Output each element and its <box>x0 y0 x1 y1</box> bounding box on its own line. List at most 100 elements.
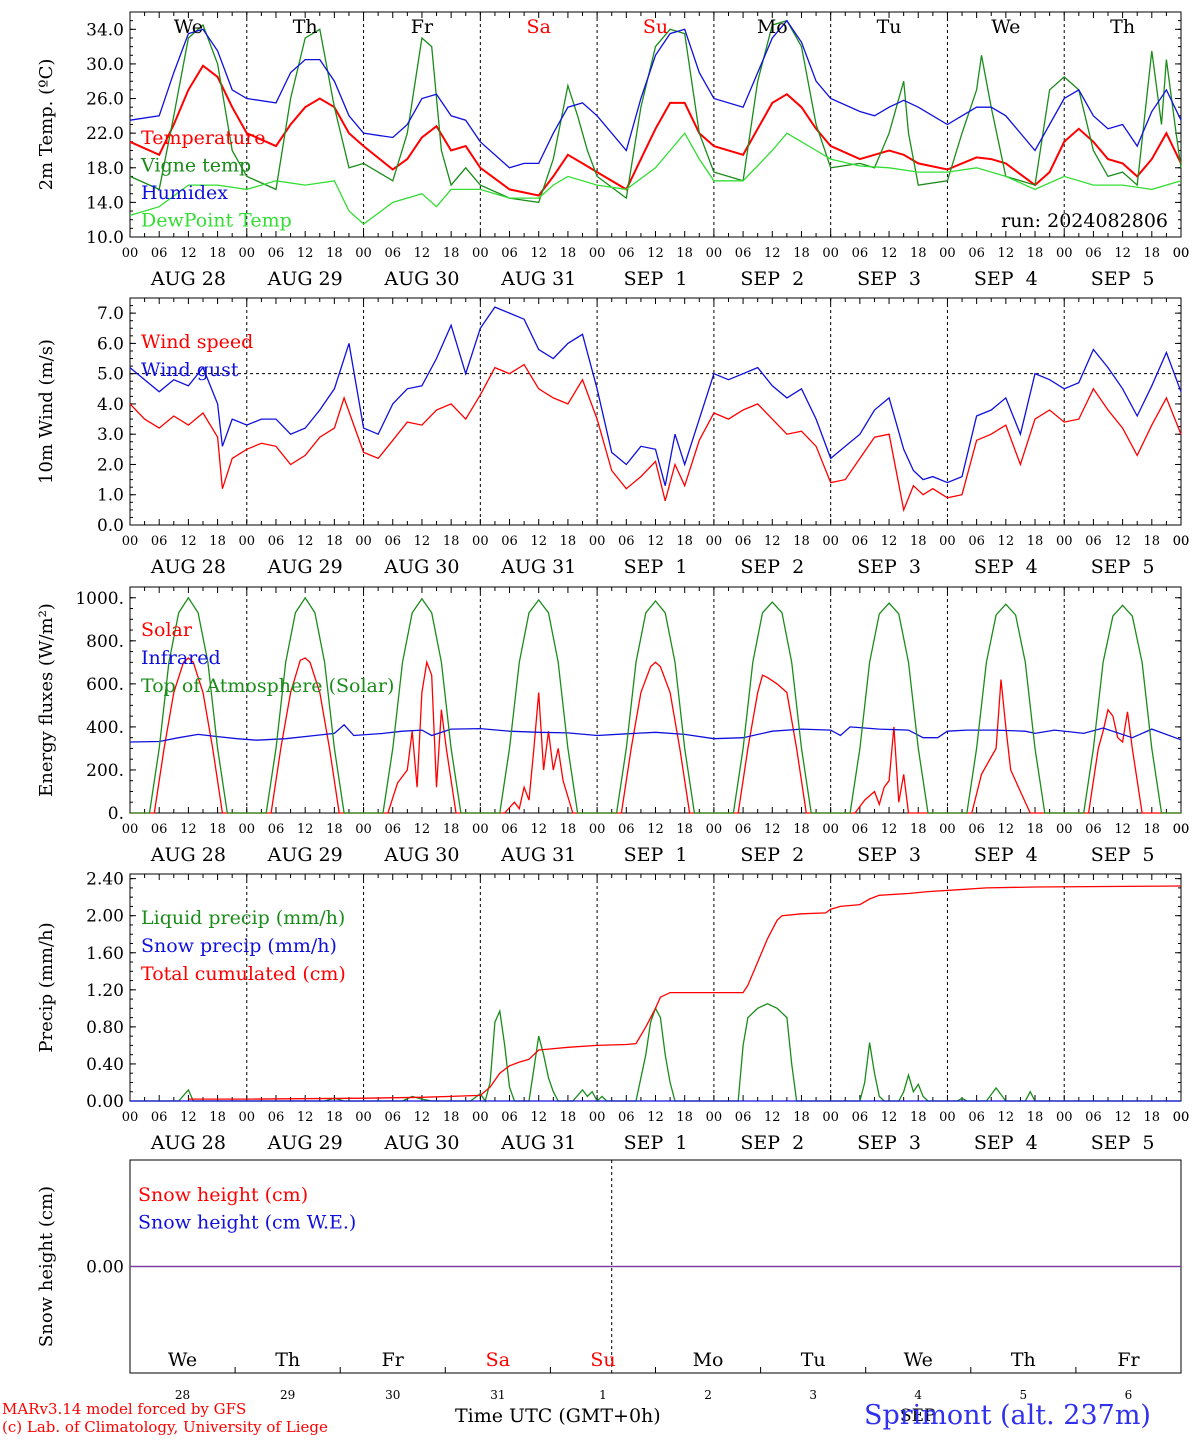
hour-label: 18 <box>443 822 460 837</box>
y-tick-label: 1.0 <box>97 486 124 506</box>
hour-label: 06 <box>501 822 518 837</box>
weekday-label: We <box>174 16 203 38</box>
day-number: 2 <box>704 1388 712 1402</box>
date-label: SEP 3 <box>857 268 921 290</box>
hour-label: 06 <box>501 534 518 549</box>
hour-label: 00 <box>472 246 489 261</box>
hour-label: 06 <box>618 534 635 549</box>
day-number: 4 <box>914 1388 922 1402</box>
hour-label: 18 <box>326 246 343 261</box>
hour-label: 06 <box>852 246 869 261</box>
y-axis-label: Precip (mm/h) <box>36 922 57 1052</box>
hour-label: 00 <box>822 534 839 549</box>
hour-label: 06 <box>268 534 285 549</box>
hour-label: 06 <box>384 822 401 837</box>
hour-label: 18 <box>1027 1110 1044 1125</box>
hour-label: 06 <box>735 822 752 837</box>
day-number: 1 <box>599 1388 607 1402</box>
hour-label: 06 <box>268 246 285 261</box>
y-tick-label: 7.0 <box>97 304 124 324</box>
legend-entry: Total cumulated (cm) <box>141 963 346 985</box>
hour-label: 00 <box>939 246 956 261</box>
date-label: SEP 1 <box>624 1132 688 1154</box>
y-tick-label: 14.0 <box>86 193 124 213</box>
hour-label: 06 <box>1085 1110 1102 1125</box>
hour-label: 06 <box>852 822 869 837</box>
hour-label: 00 <box>355 534 372 549</box>
date-label: SEP 4 <box>974 844 1038 866</box>
series-line-wind-gust <box>129 306 1182 486</box>
hour-label: 00 <box>472 534 489 549</box>
hour-label: 00 <box>1173 534 1190 549</box>
hour-label: 12 <box>530 822 547 837</box>
weekday-label: We <box>904 1349 933 1371</box>
legend-entry: Snow precip (mm/h) <box>141 935 337 957</box>
hour-label: 00 <box>355 822 372 837</box>
series-line-solar <box>130 657 1181 814</box>
hour-label: 18 <box>676 822 693 837</box>
date-label: AUG 30 <box>383 844 459 866</box>
hour-label: 00 <box>706 1110 723 1125</box>
hour-label: 06 <box>1085 534 1102 549</box>
y-tick-label: 5.0 <box>97 365 124 385</box>
y-tick-label: 2.0 <box>97 455 124 475</box>
credit-line-2: (c) Lab. of Climatology, University of L… <box>2 1418 328 1436</box>
hour-label: 12 <box>1114 246 1131 261</box>
weekday-label: Sa <box>527 16 551 38</box>
station-label: Sprimont (alt. 237m) <box>864 1400 1151 1431</box>
hour-label: 00 <box>822 822 839 837</box>
hour-label: 06 <box>501 246 518 261</box>
y-axis-label: 2m Temp. (ºC) <box>36 59 57 191</box>
y-tick-label: 26.0 <box>86 90 124 110</box>
hour-label: 00 <box>122 1110 139 1125</box>
date-label: SEP 2 <box>740 1132 804 1154</box>
hour-label: 18 <box>910 1110 927 1125</box>
series-line-liquid-precip-mm-h- <box>130 1002 1181 1103</box>
hour-label: 12 <box>1114 822 1131 837</box>
hour-label: 06 <box>151 1110 168 1125</box>
hour-label: 18 <box>676 534 693 549</box>
hour-label: 06 <box>151 822 168 837</box>
hour-label: 18 <box>793 246 810 261</box>
y-tick-label: 1000. <box>75 589 124 609</box>
hour-label: 00 <box>1056 246 1073 261</box>
weekday-label: Tu <box>801 1349 826 1371</box>
date-label: SEP 3 <box>857 844 921 866</box>
y-tick-label: 0.00 <box>86 1092 124 1112</box>
hour-label: 12 <box>180 822 197 837</box>
hour-label: 18 <box>793 822 810 837</box>
series-line-wind-speed <box>129 363 1182 513</box>
hour-label: 12 <box>414 822 431 837</box>
hour-label: 12 <box>180 1110 197 1125</box>
date-label: AUG 28 <box>150 844 226 866</box>
date-label: AUG 29 <box>267 556 343 578</box>
hour-label: 06 <box>384 534 401 549</box>
y-axis-label: Snow height (cm) <box>36 1186 57 1347</box>
weekday-label: Tu <box>877 16 902 38</box>
hour-label: 12 <box>764 1110 781 1125</box>
legend-entry: Temperature <box>141 127 265 149</box>
hour-label: 06 <box>384 246 401 261</box>
y-axis-label: 10m Wind (m/s) <box>36 339 57 484</box>
legend-entry: Infrared <box>141 647 221 669</box>
weekday-label: Fr <box>411 16 434 38</box>
date-label: SEP 5 <box>1091 1132 1155 1154</box>
hour-label: 00 <box>822 1110 839 1125</box>
hour-label: 00 <box>239 822 256 837</box>
date-label: AUG 31 <box>500 556 576 578</box>
hour-label: 18 <box>326 534 343 549</box>
date-label: SEP 5 <box>1091 556 1155 578</box>
weekday-label: Mo <box>757 16 788 38</box>
hour-label: 06 <box>968 534 985 549</box>
y-tick-label: 22.0 <box>86 124 124 144</box>
date-label: AUG 29 <box>267 844 343 866</box>
hour-label: 12 <box>881 1110 898 1125</box>
panel-2: 0.0 1.0 2.0 3.0 4.0 5.0 6.0 7.0 10m Wind (m/s) Wi… <box>36 297 1190 578</box>
legend-entry: Humidex <box>141 182 228 204</box>
hour-label: 18 <box>326 1110 343 1125</box>
legend-entry: Wind speed <box>141 331 253 353</box>
legend-entry: Vigne temp <box>140 155 251 177</box>
weekday-label: We <box>168 1349 197 1371</box>
hour-label: 06 <box>384 1110 401 1125</box>
hour-label: 00 <box>122 534 139 549</box>
